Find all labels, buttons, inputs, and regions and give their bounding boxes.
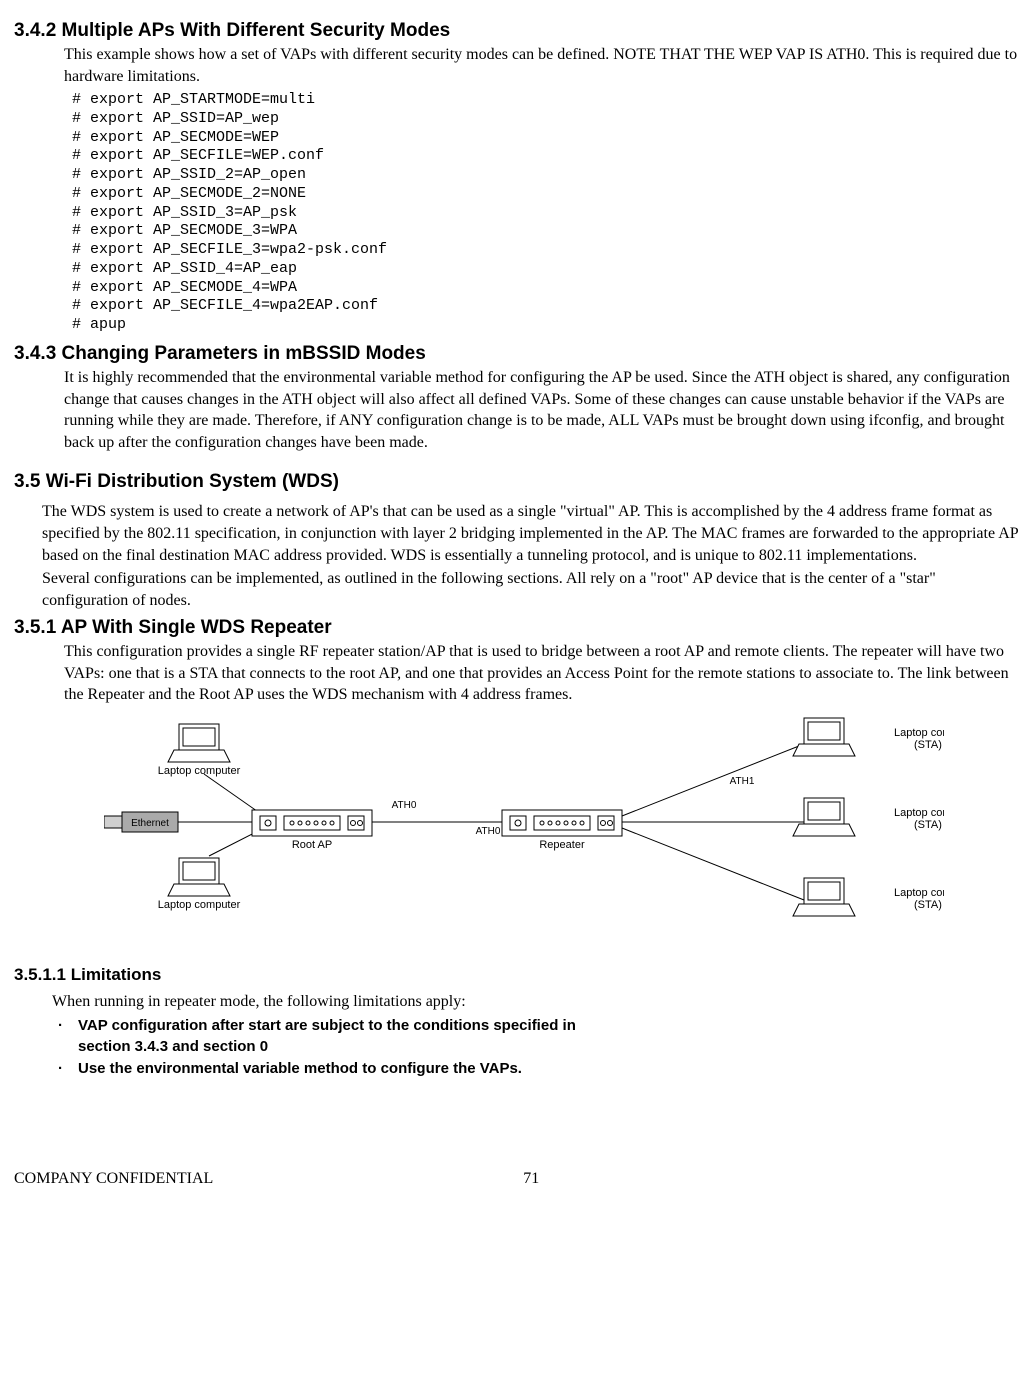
bullet-2: Use the environmental variable method to…	[78, 1058, 522, 1080]
laptop-icon	[168, 724, 230, 762]
footer-page-number: 71	[523, 1170, 539, 1188]
heading-343: 3.4.3 Changing Parameters in mBSSID Mode…	[14, 343, 1020, 365]
label-sta-mid-2: (STA)	[914, 819, 942, 831]
label-sta-bot: Laptop computer	[894, 887, 944, 899]
limitations-list: · VAP configuration after start are subj…	[58, 1015, 1020, 1080]
label-root-ap: Root AP	[292, 839, 332, 851]
bullet-1-line-2: section 3.4.3 and section 0	[78, 1036, 576, 1058]
heading-342: 3.4.2 Multiple APs With Different Securi…	[14, 20, 1020, 42]
label-ath1: ATH1	[730, 776, 755, 787]
label-sta-bot-2: (STA)	[914, 899, 942, 911]
label-sta-top-2: (STA)	[914, 739, 942, 751]
para-343: It is highly recommended that the enviro…	[64, 367, 1020, 453]
label-ethernet: Ethernet	[131, 818, 169, 829]
para-35-2: Several configurations can be implemente…	[42, 568, 1020, 611]
bullet-1-line-1: VAP configuration after start are subjec…	[78, 1015, 576, 1037]
para-342: This example shows how a set of VAPs wit…	[64, 44, 1020, 87]
bullet-marker: ·	[58, 1058, 78, 1080]
para-3511-intro: When running in repeater mode, the follo…	[52, 991, 1020, 1013]
footer-confidential: COMPANY CONFIDENTIAL	[14, 1170, 213, 1188]
para-35-1: The WDS system is used to create a netwo…	[42, 501, 1020, 566]
para-351: This configuration provides a single RF …	[64, 641, 1020, 706]
laptop-icon	[793, 718, 855, 756]
label-laptop-bot-left: Laptop computer	[158, 899, 241, 911]
ethernet-icon: Ethernet	[104, 812, 178, 832]
label-ath0-2: ATH0	[476, 826, 501, 837]
bullet-marker: ·	[58, 1015, 78, 1059]
label-repeater: Repeater	[539, 839, 585, 851]
laptop-icon	[793, 878, 855, 916]
code-342: # export AP_STARTMODE=multi # export AP_…	[72, 91, 1020, 335]
heading-3511: 3.5.1.1 Limitations	[14, 965, 1020, 985]
wds-diagram: Laptop computer Laptop computer Ethernet…	[104, 716, 1020, 951]
label-ath0-1: ATH0	[392, 800, 417, 811]
label-sta-top: Laptop computer	[894, 727, 944, 739]
label-laptop-top-left: Laptop computer	[158, 765, 241, 777]
repeater-icon	[502, 810, 622, 836]
heading-351: 3.5.1 AP With Single WDS Repeater	[14, 617, 1020, 639]
laptop-icon	[168, 858, 230, 896]
root-ap-icon	[252, 810, 372, 836]
laptop-icon	[793, 798, 855, 836]
heading-35: 3.5 Wi-Fi Distribution System (WDS)	[14, 471, 1020, 493]
label-sta-mid: Laptop computer	[894, 807, 944, 819]
page-footer: COMPANY CONFIDENTIAL 71	[14, 1170, 1020, 1188]
